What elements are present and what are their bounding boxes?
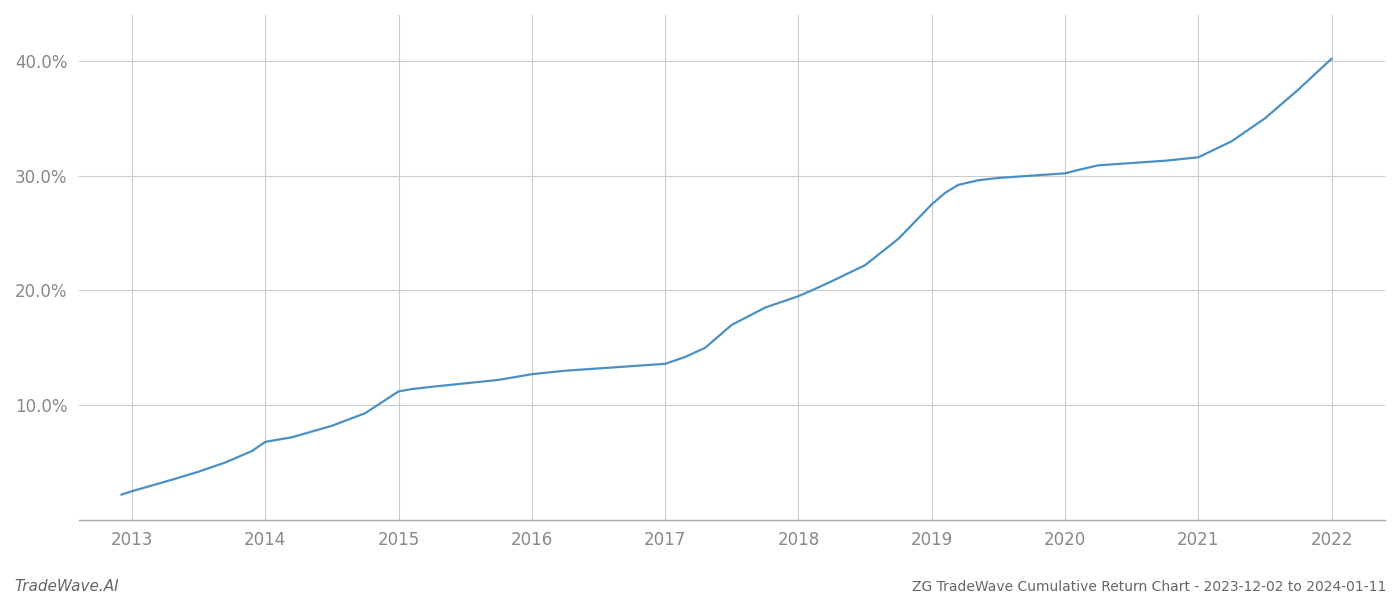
Text: ZG TradeWave Cumulative Return Chart - 2023-12-02 to 2024-01-11: ZG TradeWave Cumulative Return Chart - 2… (911, 580, 1386, 594)
Text: TradeWave.AI: TradeWave.AI (14, 579, 119, 594)
